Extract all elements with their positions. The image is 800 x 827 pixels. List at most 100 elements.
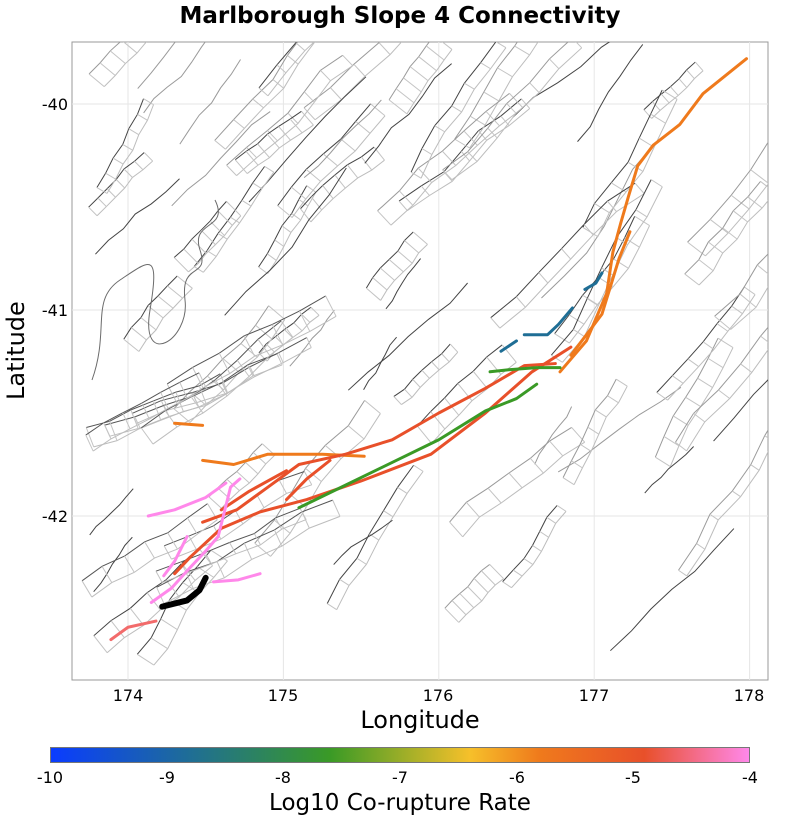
fault-subsection-divider [141, 402, 150, 420]
fault-subsection-divider [173, 408, 191, 423]
colorbar-label: Log10 Co-rupture Rate [269, 790, 531, 816]
fault-subsection-divider [717, 337, 734, 348]
fault-subsection-divider [123, 168, 133, 178]
fault-trace [364, 63, 452, 164]
fault-subsection-divider [281, 225, 292, 233]
fault-subsection-divider [377, 210, 392, 226]
rupture-trace-green-2 [488, 366, 562, 374]
fault-subsection-divider [339, 578, 350, 586]
fault-subsection-divider [709, 219, 729, 234]
fault-subsection-divider [539, 530, 549, 538]
fault-subsection-divider [112, 157, 124, 165]
fault-subsection-divider [284, 329, 293, 338]
fault-subsection-divider [154, 6, 169, 19]
fault-subsection-divider [252, 98, 264, 109]
fault-subsection-divider [101, 566, 113, 583]
fault-subsection-divider [372, 277, 388, 291]
fault-subsection-divider [627, 161, 644, 172]
fault-subsection-divider [506, 103, 517, 114]
fault-trace [610, 528, 735, 652]
colorbar-tick-label: -4 [742, 768, 758, 787]
fault-subsection-divider [122, 42, 138, 54]
fault-subsection-divider [707, 357, 724, 369]
fault-subsection-divider [252, 182, 263, 190]
fault-subsection-divider [88, 73, 105, 87]
fault-subsection-divider [192, 367, 204, 388]
fault-subsection-divider [417, 425, 432, 444]
fault-subsection-divider [562, 477, 575, 486]
fault-subsection-divider [480, 62, 491, 70]
chart-title: Marlborough Slope 4 Connectivity [179, 3, 621, 29]
fault-subsection-divider [509, 93, 524, 109]
fault-subsection-divider [732, 210, 748, 223]
colorbar-tick-label: -8 [275, 768, 291, 787]
fault-subsection-divider [85, 427, 95, 448]
fault-subsection-divider [451, 600, 467, 616]
fault-subsection-divider [489, 564, 504, 580]
fault-subsection-divider [214, 379, 228, 397]
fault-subsection-divider [99, 62, 116, 76]
fault-subsection-divider [571, 460, 583, 469]
fault-subsection-divider [684, 273, 700, 286]
fault-subsection-divider [110, 620, 125, 638]
fault-subsection-divider [594, 203, 610, 214]
fault-subsection-divider [508, 472, 523, 489]
fault-trace [303, 99, 382, 178]
fault-subsection-divider [254, 542, 271, 557]
fault-subsection-divider [449, 521, 464, 538]
fault-subsection-divider [320, 70, 331, 82]
fault-subsection-divider [198, 372, 207, 389]
fault-subsection-divider [273, 529, 283, 547]
fault-subsection-divider [233, 119, 245, 129]
fault-subsection-divider [551, 354, 563, 363]
fault-subsection-divider [346, 164, 359, 179]
fault-subsection-divider [299, 508, 307, 520]
fault-subsection-divider [697, 377, 713, 388]
rupture-trace-pink-4 [211, 572, 262, 584]
fault-subsection-divider [634, 215, 650, 226]
fault-subsection-divider [258, 87, 269, 97]
fault-subsection-divider [134, 160, 144, 171]
fault-subsection-divider [276, 64, 287, 74]
fault-subsection-divider [678, 569, 688, 577]
fault-subsection-divider [218, 352, 231, 374]
fault-subsection-divider [430, 411, 446, 430]
fault-trace [333, 519, 393, 565]
coastline [91, 199, 219, 381]
fault-subsection-divider [613, 258, 629, 269]
fault-subsection-divider [561, 248, 571, 260]
fault-subsection-divider [635, 209, 648, 218]
x-tick-label: 175 [267, 686, 299, 705]
fault-subsection-divider [739, 293, 757, 308]
fault-subsection-divider [136, 653, 155, 666]
colorbar-tick-label: -9 [159, 768, 175, 787]
fault-subsection-divider [675, 441, 687, 452]
fault-subsection-divider [672, 415, 689, 426]
fault-subsection-divider [130, 327, 147, 341]
fault-subsection-divider [694, 61, 704, 72]
fault-subsection-divider [236, 471, 250, 484]
fault-subsection-divider [96, 187, 108, 194]
fault-subsection-divider [709, 513, 719, 521]
fault-subsection-divider [568, 314, 585, 325]
fault-subsection-divider [661, 89, 678, 100]
fault-subsection-divider [502, 581, 512, 589]
fault-subsection-divider [214, 140, 226, 150]
fault-subsection-divider [615, 378, 628, 387]
fault-subsection-divider [652, 101, 661, 111]
fault-subsection-divider [217, 210, 233, 226]
fault-subsection-divider [243, 542, 253, 560]
fault-subsection-divider [257, 339, 271, 356]
fault-subsection-divider [395, 88, 415, 104]
fault-subsection-divider [663, 436, 680, 447]
fault-subsection-divider [103, 422, 112, 440]
fault-subsection-divider [210, 549, 228, 562]
fault-subsection-divider [230, 216, 240, 224]
fault-subsection-divider [356, 557, 367, 565]
fault-subsection-divider [523, 558, 534, 565]
fault-subsection-divider [124, 555, 135, 573]
fault-subsection-divider [85, 434, 94, 452]
fault-subsection-divider [521, 98, 531, 109]
y-axis-label: Latitude [2, 301, 30, 400]
fault-subsection-divider [278, 352, 284, 363]
